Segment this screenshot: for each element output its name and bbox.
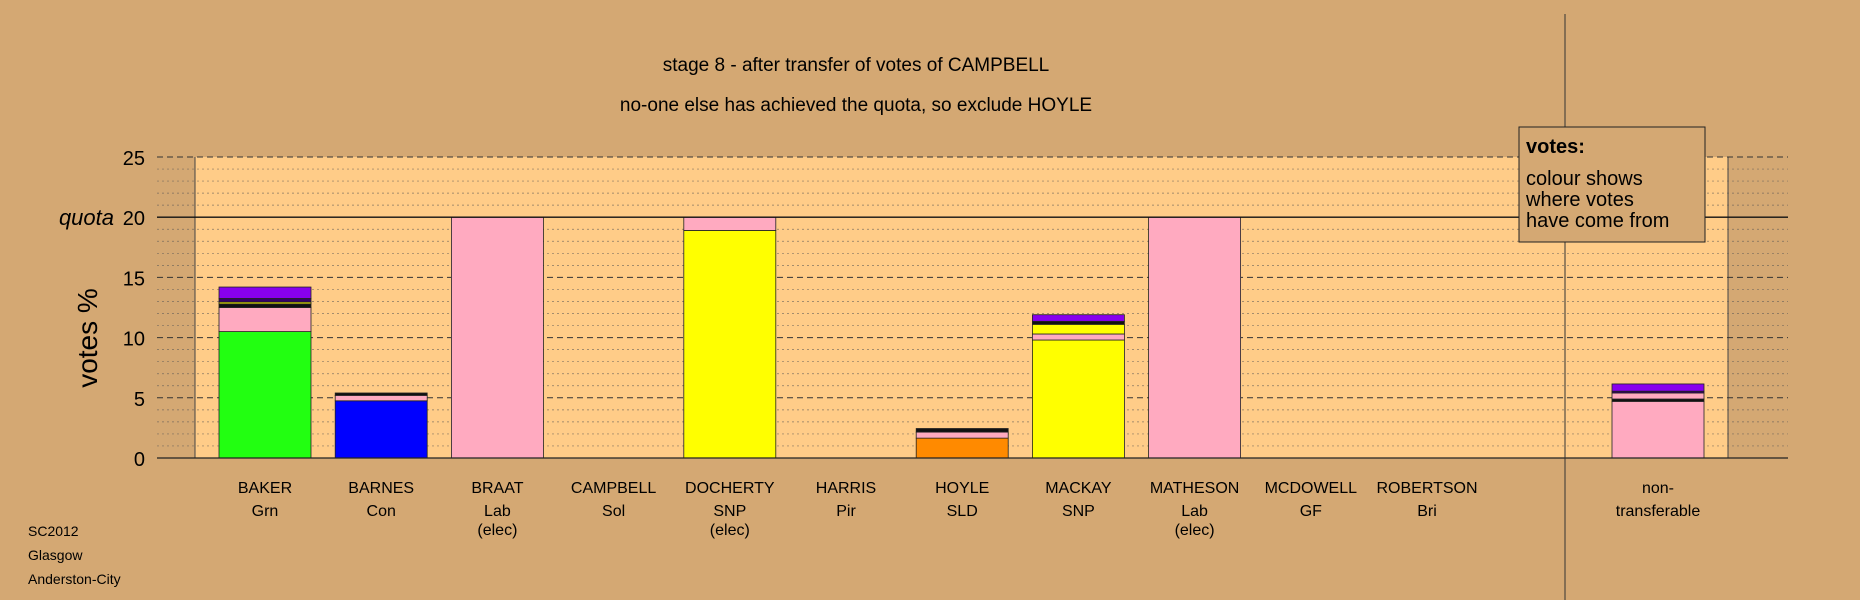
candidate-bar xyxy=(450,216,544,459)
legend-line: have come from xyxy=(1526,210,1669,232)
bar-segment xyxy=(218,307,312,332)
candidate-status: (elec) xyxy=(710,522,750,539)
bar-segment xyxy=(334,392,428,396)
candidate-name: DOCHERTY xyxy=(685,480,775,497)
footer-line: SC2012 xyxy=(28,523,79,539)
chart-subtitle: no-one else has achieved the quota, so e… xyxy=(620,95,1092,116)
nontransferable-bar xyxy=(1611,383,1705,459)
candidate-party: SNP xyxy=(713,503,746,520)
footer-line: Anderston-City xyxy=(28,571,121,587)
candidate-status: (elec) xyxy=(477,522,517,539)
candidate-party: Bri xyxy=(1417,503,1437,520)
candidate-party: Con xyxy=(367,503,396,520)
candidate-status: (elec) xyxy=(1175,522,1215,539)
candidate-bar xyxy=(1032,314,1125,459)
bar-segment xyxy=(915,437,1009,459)
candidate-bar xyxy=(218,286,312,459)
bar-segment xyxy=(915,431,1009,439)
candidate-party: Grn xyxy=(252,503,279,520)
bar-segment xyxy=(450,216,544,459)
footer-line: Glasgow xyxy=(28,547,83,563)
bar-segment xyxy=(1611,392,1705,400)
axes: 0 5 10 15 20 25 quota BAKER Grn BARNES Con BRAAT Lab… xyxy=(59,14,1788,600)
chart-title: stage 8 - after transfer of votes of CAM… xyxy=(663,55,1050,76)
bar-segment xyxy=(1032,339,1125,459)
candidate-name: MATHESON xyxy=(1150,480,1239,497)
candidate-party: Pir xyxy=(836,503,856,520)
candidate-name: MACKAY xyxy=(1045,480,1112,497)
candidate-name: HOYLE xyxy=(935,480,989,497)
candidate-party: SNP xyxy=(1062,503,1095,520)
candidate-party: GF xyxy=(1300,503,1322,520)
bar-segment xyxy=(1032,323,1125,335)
candidate-party: SLD xyxy=(947,503,978,520)
candidate-name: CAMPBELL xyxy=(571,480,656,497)
nontransferable-label: non- xyxy=(1642,480,1674,497)
bar-segment xyxy=(1611,401,1705,459)
y-tick-label: 15 xyxy=(123,268,145,290)
bar-segment xyxy=(1032,314,1125,322)
bar-segment xyxy=(1611,383,1705,392)
plot-area xyxy=(157,156,1788,458)
quota-label: quota xyxy=(59,205,114,230)
y-tick-label: 0 xyxy=(134,449,145,471)
legend-line: where votes xyxy=(1525,189,1634,211)
y-axis-label: votes % xyxy=(72,288,103,388)
bar-segment xyxy=(683,216,777,231)
y-tick-label: 25 xyxy=(123,148,145,170)
y-tick-label: 5 xyxy=(134,389,145,411)
bar-segment xyxy=(218,331,312,459)
candidate-name: BAKER xyxy=(238,480,292,497)
bar-segment xyxy=(218,303,312,308)
candidate-party: Sol xyxy=(602,503,625,520)
candidate-party: Lab xyxy=(484,503,511,520)
y-tick-label: 20 xyxy=(123,208,145,230)
legend-heading: votes: xyxy=(1526,136,1585,158)
candidate-name: ROBERTSON xyxy=(1376,480,1477,497)
bar-segment xyxy=(915,428,1009,433)
y-tick-label: 10 xyxy=(123,329,145,351)
bar-segment xyxy=(1032,320,1125,325)
bar-segment xyxy=(334,400,428,459)
bar-segment xyxy=(1032,333,1125,341)
candidate-bar xyxy=(683,216,777,459)
candidate-party: Lab xyxy=(1181,503,1208,520)
candidate-bar xyxy=(1148,216,1241,459)
candidate-bar xyxy=(915,428,1009,459)
nontransferable-label: transferable xyxy=(1616,503,1701,520)
bar-segment xyxy=(334,394,428,402)
bar-segment xyxy=(218,286,312,299)
bar-segment xyxy=(218,298,312,303)
candidate-name: BRAAT xyxy=(471,480,523,497)
candidate-bar xyxy=(334,392,428,459)
legend-frame xyxy=(1518,126,1706,243)
legend-line: colour shows xyxy=(1526,168,1643,190)
bars xyxy=(218,216,1705,459)
legend-box: votes: colour shows where votes have com… xyxy=(1518,126,1706,243)
candidate-name: HARRIS xyxy=(816,480,876,497)
plot-background xyxy=(195,157,1728,458)
candidate-name: BARNES xyxy=(348,480,414,497)
bar-segment xyxy=(683,230,777,459)
candidate-name: MCDOWELL xyxy=(1265,480,1358,497)
footer: SC2012 Glasgow Anderston-City xyxy=(28,523,121,587)
bar-segment xyxy=(1148,216,1241,459)
